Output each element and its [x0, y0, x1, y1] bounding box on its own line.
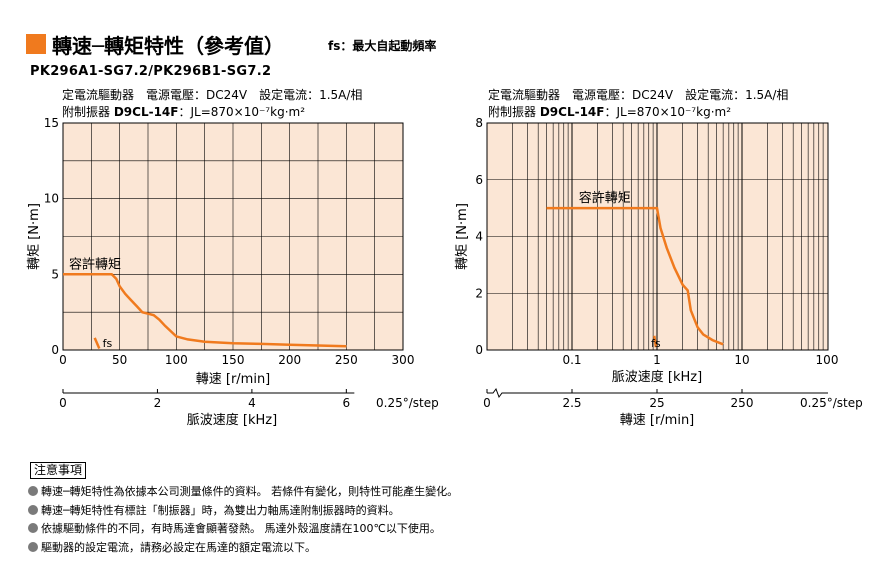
y-axis-label: 轉矩 [N·m]: [27, 203, 42, 270]
torque-curve: [546, 206, 724, 346]
notes-heading: 注意事項: [30, 462, 87, 479]
left-condition-line2: 附制振器 D9CL-14F：JL=870×10⁻⁷kg·m²: [62, 105, 306, 119]
chart-right: 0.1 1 10 100 0 2 4 6 8 脈波速度 [kHz] 轉矩 [N·m] 0 2.5 25 25…: [455, 116, 863, 428]
x-tick-label: 100: [165, 353, 188, 367]
secondary-tick-label: 250: [731, 396, 754, 410]
note-item: 驅動器的設定電流，請務必設定在馬達的額定電流以下。: [28, 539, 316, 555]
x-axis-label: 轉速 [r/min]: [196, 372, 271, 387]
title-marker-icon: [26, 34, 46, 54]
fs-marker: [653, 335, 658, 348]
x-axis-label: 脈波速度 [kHz]: [612, 369, 702, 385]
x-tick-label: 0: [59, 353, 67, 367]
x-tick-label: 1: [653, 353, 661, 367]
y-tick-label: 0: [51, 343, 59, 357]
annotation-label: 容許轉矩: [579, 190, 631, 206]
annotation-label: 容許轉矩: [69, 256, 121, 272]
x-tick-label: 200: [278, 353, 301, 367]
x-tick-label: 300: [392, 353, 415, 367]
y-tick-label: 0: [475, 343, 483, 357]
secondary-tick-label: 0: [59, 396, 67, 410]
secondary-unit-note: 0.25°/step: [800, 396, 863, 410]
model-number: PK296A1-SG7.2/PK296B1-SG7.2: [30, 64, 272, 79]
y-tick-label: 10: [44, 192, 59, 206]
x-tick-label: 250: [335, 353, 358, 367]
note-item: 轉速─轉矩特性為依據本公司測量條件的資料。 若條件有變化，則特性可能產生變化。: [28, 483, 458, 499]
x-tick-label: 10: [734, 353, 749, 367]
y-tick-label: 5: [51, 267, 59, 281]
chart-left: 0 50 100 150 200 250 300 0 5 10 15 轉速 [r/min] 轉矩 [N·…: [27, 116, 439, 428]
secondary-tick-label: 0: [483, 396, 491, 410]
y-tick-label: 8: [475, 116, 483, 130]
note-item: 依據驅動條件的不同，有時馬達會顯著發熱。 馬達外殼溫度請在100℃以下使用。: [28, 520, 441, 536]
secondary-tick-label: 4: [248, 396, 256, 410]
secondary-tick-label: 2.5: [562, 396, 581, 410]
note-item: 轉速─轉矩特性有標註「制振器」時，為雙出力軸馬達附制振器時的資料。: [28, 502, 400, 518]
x-tick-label: 100: [816, 353, 839, 367]
y-axis-label: 轉矩 [N·m]: [455, 203, 470, 270]
fs-marker: [93, 337, 101, 349]
x-tick-label: 50: [112, 353, 127, 367]
right-condition-line2: 附制振器 D9CL-14F：JL=870×10⁻⁷kg·m²: [488, 105, 732, 119]
bullet-icon: [28, 505, 38, 515]
secondary-unit-note: 0.25°/step: [376, 396, 439, 410]
x-tick-label: 0.1: [562, 353, 581, 367]
secondary-tick-label: 6: [343, 396, 351, 410]
right-condition-line1: 定電流驅動器 電源電壓：DC24V 設定電流：1.5A/相: [488, 88, 789, 102]
title-note: fs：最大自起動頻率: [328, 39, 437, 53]
y-tick-label: 6: [475, 173, 483, 187]
secondary-tick-label: 25: [649, 396, 664, 410]
torque-curve: [63, 273, 347, 348]
bullet-icon: [28, 523, 38, 533]
left-condition-line1: 定電流驅動器 電源電壓：DC24V 設定電流：1.5A/相: [62, 88, 363, 102]
secondary-axis-label: 脈波速度 [kHz]: [187, 412, 277, 428]
y-tick-label: 4: [475, 230, 483, 244]
annotation-label: fs: [103, 337, 113, 350]
secondary-axis-line: [487, 387, 828, 399]
page-title: 轉速─轉矩特性（參考值）: [52, 34, 285, 58]
bullet-icon: [28, 486, 38, 496]
x-tick-label: 150: [222, 353, 245, 367]
annotation-label: fs: [651, 337, 661, 350]
secondary-tick-label: 2: [154, 396, 162, 410]
y-tick-label: 15: [44, 116, 59, 130]
bullet-icon: [28, 542, 38, 552]
y-tick-label: 2: [475, 286, 483, 300]
secondary-axis-label: 轉速 [r/min]: [620, 413, 695, 428]
